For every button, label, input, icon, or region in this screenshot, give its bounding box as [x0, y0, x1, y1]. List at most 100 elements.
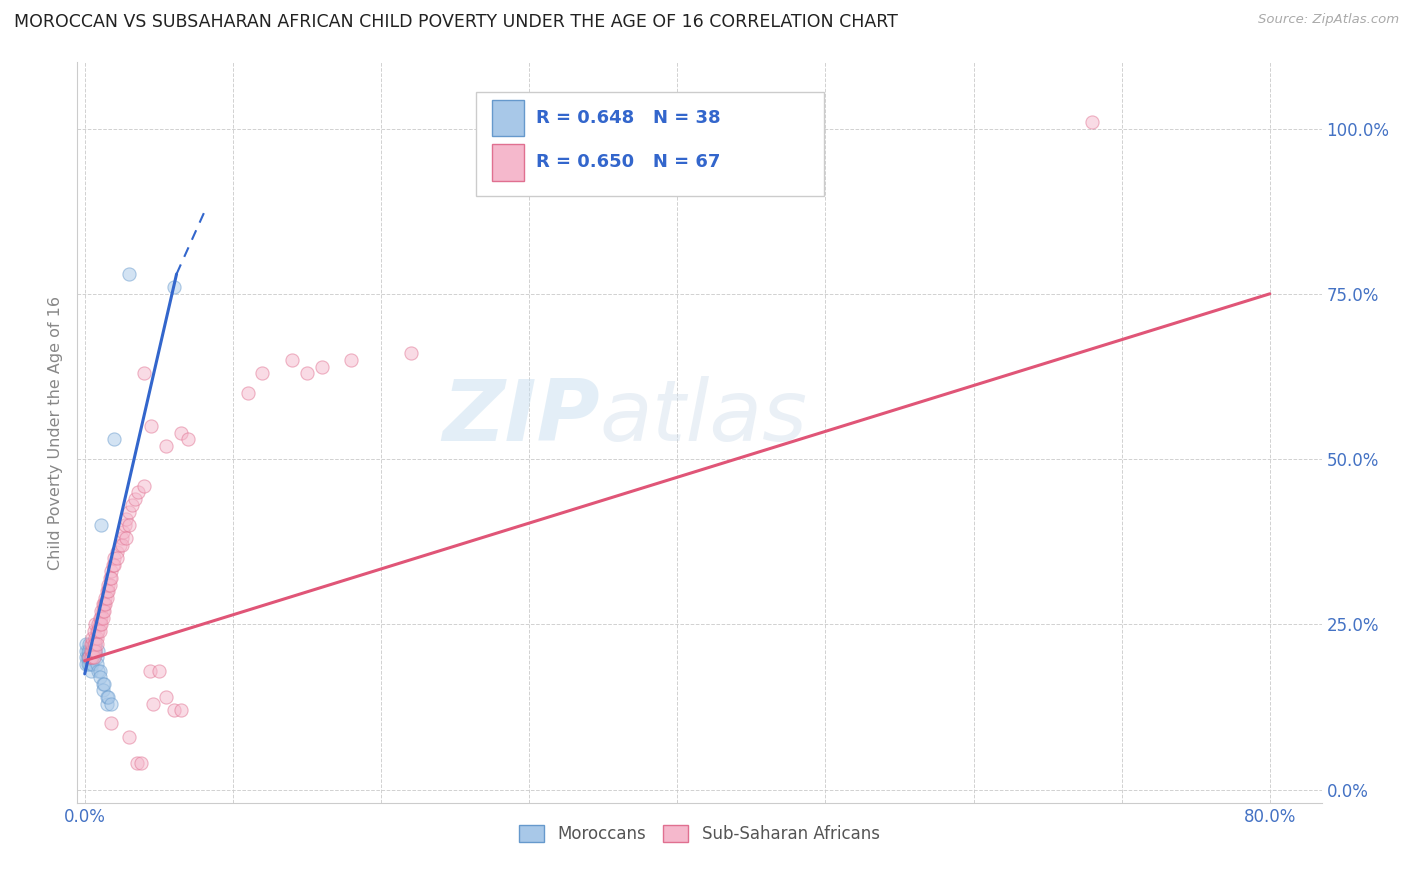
Point — [97, 584, 120, 599]
Point — [84, 644, 107, 658]
Point — [295, 366, 318, 380]
Point — [170, 425, 193, 440]
Point — [100, 697, 122, 711]
Point — [79, 650, 101, 665]
Point — [103, 558, 125, 572]
Point — [75, 637, 97, 651]
Point — [90, 611, 112, 625]
Text: Source: ZipAtlas.com: Source: ZipAtlas.com — [1258, 13, 1399, 27]
Point — [97, 690, 120, 704]
Point — [112, 524, 135, 539]
Point — [77, 650, 100, 665]
Point — [83, 650, 105, 665]
Point — [111, 532, 134, 546]
Point — [82, 637, 104, 651]
Point — [162, 703, 184, 717]
Point — [129, 756, 152, 771]
Point — [89, 670, 111, 684]
Point — [93, 598, 115, 612]
Point — [79, 650, 101, 665]
Point — [79, 644, 101, 658]
Point — [86, 624, 108, 638]
Point — [97, 577, 120, 591]
Point — [118, 518, 141, 533]
Point — [77, 644, 100, 658]
Point — [103, 551, 125, 566]
Point — [83, 650, 105, 665]
Point — [142, 697, 165, 711]
Point — [148, 664, 170, 678]
Point — [155, 690, 177, 704]
Point — [115, 511, 138, 525]
Point — [87, 624, 110, 638]
Point — [96, 584, 118, 599]
Point — [87, 644, 110, 658]
Point — [89, 664, 111, 678]
Point — [115, 532, 138, 546]
Point — [90, 604, 112, 618]
Point — [111, 538, 134, 552]
Point — [75, 650, 97, 665]
Point — [84, 637, 107, 651]
Point — [105, 551, 128, 566]
Point — [114, 518, 136, 533]
Point — [96, 690, 118, 704]
Text: MOROCCAN VS SUBSAHARAN AFRICAN CHILD POVERTY UNDER THE AGE OF 16 CORRELATION CHA: MOROCCAN VS SUBSAHARAN AFRICAN CHILD POV… — [14, 13, 898, 31]
Point — [132, 366, 155, 380]
Point — [96, 697, 118, 711]
Point — [76, 644, 98, 658]
Point — [86, 631, 108, 645]
Point — [76, 650, 98, 665]
Point — [86, 637, 108, 651]
Legend: Moroccans, Sub-Saharan Africans: Moroccans, Sub-Saharan Africans — [513, 819, 886, 850]
Point — [86, 657, 108, 671]
Point — [76, 657, 98, 671]
Point — [177, 432, 200, 446]
Point — [90, 617, 112, 632]
Point — [100, 571, 122, 585]
Point — [79, 644, 101, 658]
Point — [91, 604, 114, 618]
Point — [75, 657, 97, 671]
Point — [82, 644, 104, 658]
Point — [91, 683, 114, 698]
Point — [100, 565, 122, 579]
Point — [1081, 115, 1104, 129]
Point — [82, 657, 104, 671]
Text: atlas: atlas — [600, 376, 808, 459]
Point — [82, 650, 104, 665]
Point — [91, 677, 114, 691]
Point — [155, 439, 177, 453]
Point — [127, 485, 149, 500]
Point — [118, 267, 141, 281]
Point — [84, 637, 107, 651]
Point — [75, 644, 97, 658]
Point — [281, 352, 304, 367]
Point — [399, 346, 422, 360]
Point — [124, 491, 146, 506]
Point — [77, 657, 100, 671]
Point — [236, 386, 259, 401]
Point — [83, 637, 105, 651]
Point — [91, 611, 114, 625]
Point — [77, 637, 100, 651]
Point — [84, 631, 107, 645]
Point — [132, 478, 155, 492]
Point — [91, 598, 114, 612]
Point — [83, 644, 105, 658]
Point — [252, 366, 274, 380]
Point — [89, 617, 111, 632]
Point — [93, 604, 115, 618]
Point — [100, 716, 122, 731]
Point — [118, 505, 141, 519]
Point — [94, 598, 117, 612]
Point — [96, 591, 118, 605]
Point — [340, 352, 363, 367]
Point — [93, 677, 115, 691]
Text: ZIP: ZIP — [443, 376, 600, 459]
Point — [162, 280, 184, 294]
Point — [82, 631, 104, 645]
Point — [79, 657, 101, 671]
FancyBboxPatch shape — [475, 92, 824, 195]
Point — [118, 730, 141, 744]
